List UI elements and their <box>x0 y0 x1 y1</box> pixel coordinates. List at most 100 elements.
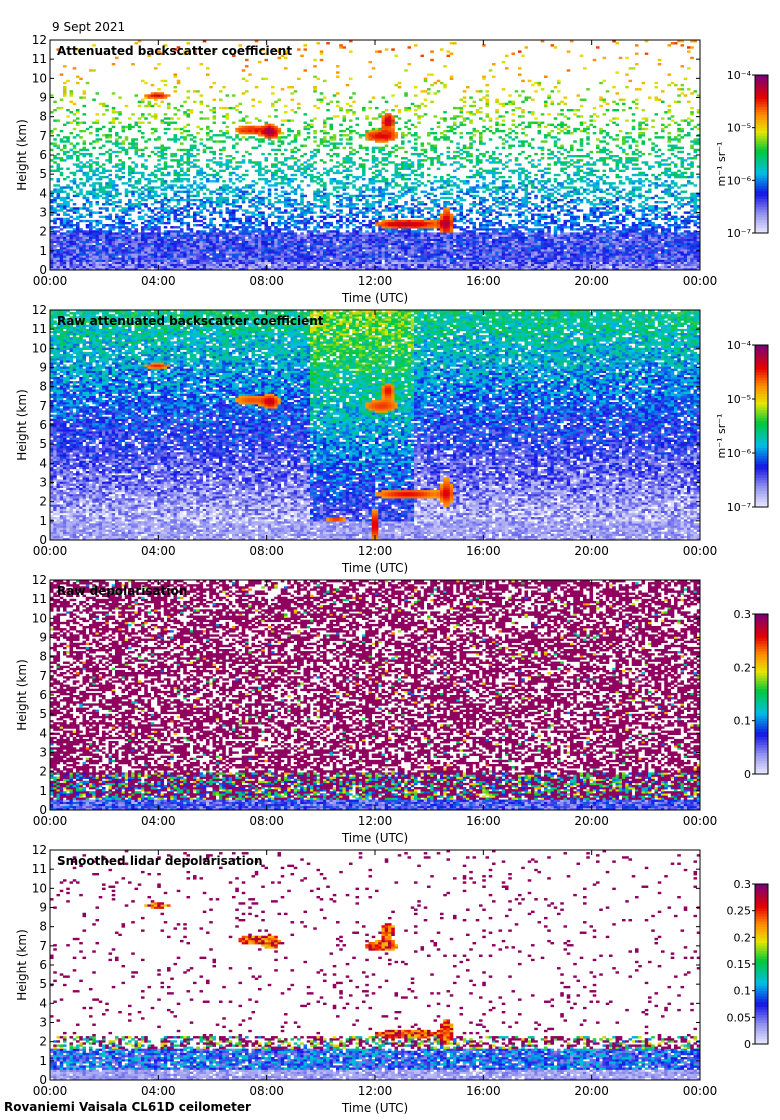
panel-title: Smoothed lidar depolarisation <box>57 854 263 868</box>
colorbar-tick-label: 10⁻⁷ <box>727 227 751 240</box>
colorbar: 10⁻⁴ 10⁻⁵ 10⁻⁶ 10⁻⁷ m⁻¹ sr⁻¹ <box>715 69 769 240</box>
x-tick-label: 04:00 <box>141 814 176 828</box>
colorbar-tick-label: 0.2 <box>734 661 752 674</box>
colorbar-tick-label: 10⁻⁴ <box>727 69 752 82</box>
x-tick-label: 20:00 <box>574 1084 609 1098</box>
y-tick-label: 8 <box>39 650 47 664</box>
colorbar-tick-label: 0.3 <box>734 608 752 621</box>
colorbar-tick-label: 0 <box>744 768 751 781</box>
x-tick-label: 16:00 <box>466 814 501 828</box>
colorbar-units-label: m⁻¹ sr⁻¹ <box>715 142 728 187</box>
colorbar: 0.3 0.25 0.2 0.15 0.1 0.05 0 <box>727 878 769 1051</box>
y-tick-label: 7 <box>39 669 47 683</box>
colorbar-units-label: m⁻¹ sr⁻¹ <box>715 414 728 459</box>
y-tick-label: 5 <box>39 707 47 721</box>
y-tick-label: 2 <box>39 495 47 509</box>
y-axis-label: Height (km) <box>15 929 29 1000</box>
colorbar-tick-label: 10⁻⁶ <box>727 447 752 460</box>
y-tick-label: 10 <box>32 341 47 355</box>
colorbar-frame <box>754 74 769 234</box>
x-tick-label: 20:00 <box>574 544 609 558</box>
y-tick-label: 4 <box>39 186 47 200</box>
x-tick-label: 08:00 <box>249 814 284 828</box>
x-axis-label: Time (UTC) <box>341 561 408 575</box>
panel-4: Smoothed lidar depolarisation01234567891… <box>15 843 769 1115</box>
x-tick-label: 00:00 <box>683 814 718 828</box>
y-tick-label: 4 <box>39 456 47 470</box>
y-tick-label: 6 <box>39 148 47 162</box>
x-tick-label: 00:00 <box>33 274 68 288</box>
y-axis-label: Height (km) <box>15 389 29 460</box>
colorbar-tick-label: 0.2 <box>734 931 752 944</box>
colorbar: 10⁻⁴ 10⁻⁵ 10⁻⁶ 10⁻⁷ m⁻¹ sr⁻¹ <box>715 339 769 514</box>
heatmap-cells <box>50 850 701 1081</box>
colorbar-tick-label: 0.1 <box>734 715 752 728</box>
x-tick-label: 12:00 <box>358 814 393 828</box>
colorbar-tick-label: 0.25 <box>727 905 752 918</box>
y-tick-label: 5 <box>39 437 47 451</box>
y-tick-label: 2 <box>39 765 47 779</box>
x-tick-label: 08:00 <box>249 274 284 288</box>
y-tick-label: 0 <box>39 1073 47 1087</box>
x-tick-label: 16:00 <box>466 544 501 558</box>
y-tick-label: 1 <box>39 514 47 528</box>
y-tick-label: 2 <box>39 1035 47 1049</box>
y-tick-label: 6 <box>39 958 47 972</box>
x-axis-label: Time (UTC) <box>341 1101 408 1115</box>
y-tick-label: 9 <box>39 631 47 645</box>
y-tick-label: 4 <box>39 726 47 740</box>
y-tick-label: 3 <box>39 206 47 220</box>
date-label: 9 Sept 2021 <box>52 20 125 34</box>
y-tick-label: 12 <box>32 33 47 47</box>
y-tick-label: 0 <box>39 803 47 817</box>
x-tick-label: 12:00 <box>358 544 393 558</box>
panel-title: Attenuated backscatter coefficient <box>57 44 292 58</box>
colorbar-frame <box>754 344 769 508</box>
colorbar-tick-label: 0.15 <box>727 958 752 971</box>
panel-title: Raw attenuated backscatter coefficient <box>57 314 324 328</box>
x-tick-label: 12:00 <box>358 1084 393 1098</box>
x-tick-label: 00:00 <box>33 544 68 558</box>
colorbar-tick-label: 10⁻⁵ <box>727 393 751 406</box>
y-tick-label: 1 <box>39 1054 47 1068</box>
y-axis-label: Height (km) <box>15 659 29 730</box>
y-tick-label: 6 <box>39 418 47 432</box>
y-tick-label: 5 <box>39 977 47 991</box>
y-tick-label: 3 <box>39 1016 47 1030</box>
y-tick-label: 11 <box>32 862 47 876</box>
y-tick-label: 9 <box>39 361 47 375</box>
y-tick-label: 0 <box>39 263 47 277</box>
panel-2: Raw attenuated backscatter coefficient 0 1… <box>15 303 769 575</box>
x-tick-label: 04:00 <box>141 274 176 288</box>
colorbar-tick-label: 10⁻⁵ <box>727 122 751 135</box>
colorbar: 0.3 0.2 0.1 0 <box>734 608 769 781</box>
x-tick-label: 00:00 <box>683 274 718 288</box>
y-tick-label: 10 <box>32 611 47 625</box>
panel-1: Attenuated backscatter coefficient 0 12 3 4 5… <box>15 33 769 305</box>
x-tick-label: 16:00 <box>466 274 501 288</box>
x-tick-label: 12:00 <box>358 274 393 288</box>
x-axis-label: Time (UTC) <box>341 831 408 845</box>
y-tick-label: 10 <box>32 881 47 895</box>
y-tick-label: 11 <box>32 592 47 606</box>
heatmap-cells <box>50 580 701 811</box>
y-tick-label: 12 <box>32 573 47 587</box>
y-tick-label: 6 <box>39 688 47 702</box>
y-tick-label: 12 <box>32 303 47 317</box>
y-tick-label: 8 <box>39 110 47 124</box>
panel-title: Raw depolarisation <box>57 584 187 598</box>
colorbar-tick-label: 0.05 <box>727 1011 752 1024</box>
x-tick-label: 00:00 <box>683 1084 718 1098</box>
colorbar-tick-label: 0.1 <box>734 985 752 998</box>
y-tick-label: 9 <box>39 91 47 105</box>
y-tick-label: 1 <box>39 244 47 258</box>
heatmap-cells <box>50 40 701 271</box>
colorbar-frame <box>754 613 769 775</box>
x-tick-label: 08:00 <box>249 544 284 558</box>
x-tick-label: 00:00 <box>33 1084 68 1098</box>
y-tick-label: 7 <box>39 129 47 143</box>
y-tick-label: 3 <box>39 746 47 760</box>
y-tick-label: 5 <box>39 167 47 181</box>
colorbar-tick-label: 10⁻⁷ <box>727 501 751 514</box>
